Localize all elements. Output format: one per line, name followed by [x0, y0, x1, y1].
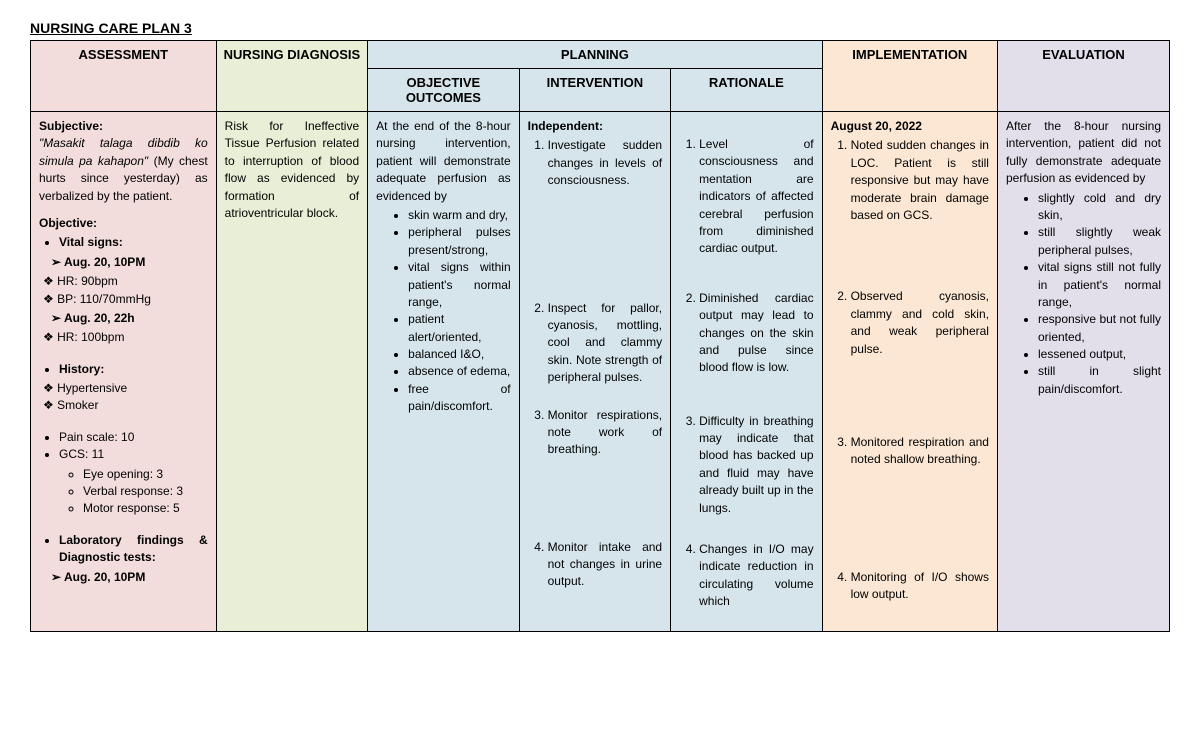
independent-label: Independent:: [528, 118, 662, 135]
cell-intervention: Independent: Investigate sudden changes …: [519, 112, 670, 632]
cell-evaluation: After the 8-hour nursing intervention, p…: [997, 112, 1169, 632]
outcome-item: free of pain/discomfort.: [408, 381, 510, 416]
outcomes-intro: At the end of the 8-hour nursing interve…: [376, 119, 510, 203]
evaluation-item: responsive but not fully oriented,: [1038, 311, 1161, 346]
cell-assessment: Subjective: "Masakit talaga dibdib ko si…: [31, 112, 217, 632]
cell-rationale: Level of consciousness and mentation are…: [671, 112, 822, 632]
cell-outcomes: At the end of the 8-hour nursing interve…: [368, 112, 519, 632]
vitals-time-1: Aug. 20, 10PM: [51, 254, 208, 271]
pain-scale: Pain scale: 10: [59, 429, 208, 446]
labs-label: Laboratory findings & Diagnostic tests:: [59, 532, 208, 567]
intervention-item: Inspect for pallor, cyanosis, mottling, …: [548, 300, 662, 387]
rationale-item: Changes in I/O may indicate reduction in…: [699, 541, 813, 611]
body-row: Subjective: "Masakit talaga dibdib ko si…: [31, 112, 1170, 632]
diagnosis-text: Risk for Ineffective Tissue Perfusion re…: [225, 119, 359, 220]
outcome-item: vital signs within patient's normal rang…: [408, 259, 510, 311]
implementation-item: Noted sudden changes in LOC. Patient is …: [851, 137, 989, 224]
subjective-label: Subjective:: [39, 118, 208, 135]
col-header-outcomes: OBJECTIVE OUTCOMES: [368, 69, 519, 112]
objective-label: Objective:: [39, 215, 208, 232]
implementation-item: Observed cyanosis, clammy and cold skin,…: [851, 288, 989, 358]
cell-diagnosis: Risk for Ineffective Tissue Perfusion re…: [216, 112, 367, 632]
labs-time: Aug. 20, 10PM: [51, 569, 208, 586]
vital-item: BP: 110/70mmHg: [43, 291, 208, 308]
history-item: Smoker: [43, 397, 208, 414]
col-header-rationale: RATIONALE: [671, 69, 822, 112]
evaluation-item: vital signs still not fully in patient's…: [1038, 259, 1161, 311]
col-header-evaluation: EVALUATION: [997, 41, 1169, 112]
vital-item: HR: 100bpm: [43, 329, 208, 346]
evaluation-intro: After the 8-hour nursing intervention, p…: [1006, 119, 1161, 185]
col-header-planning: PLANNING: [368, 41, 822, 69]
outcome-item: peripheral pulses present/strong,: [408, 224, 510, 259]
implementation-item: Monitored respiration and noted shallow …: [851, 434, 989, 469]
gcs-label: GCS: 11: [59, 446, 208, 463]
cell-implementation: August 20, 2022 Noted sudden changes in …: [822, 112, 997, 632]
col-header-intervention: INTERVENTION: [519, 69, 670, 112]
gcs-item: Motor response: 5: [83, 500, 208, 517]
page-title: NURSING CARE PLAN 3: [30, 20, 1170, 36]
history-label: History:: [59, 361, 208, 378]
evaluation-item: lessened output,: [1038, 346, 1161, 363]
col-header-assessment: ASSESSMENT: [31, 41, 217, 112]
intervention-item: Monitor intake and not changes in urine …: [548, 539, 662, 591]
vitals-label: Vital signs:: [59, 234, 208, 251]
rationale-item: Diminished cardiac output may lead to ch…: [699, 290, 813, 377]
intervention-item: Investigate sudden changes in levels of …: [548, 137, 662, 189]
implementation-item: Monitoring of I/O shows low output.: [851, 569, 989, 604]
implementation-date: August 20, 2022: [831, 118, 989, 135]
col-header-implementation: IMPLEMENTATION: [822, 41, 997, 112]
rationale-item: Difficulty in breathing may indicate tha…: [699, 413, 813, 517]
outcome-item: balanced I&O,: [408, 346, 510, 363]
evaluation-item: still slightly weak peripheral pulses,: [1038, 224, 1161, 259]
intervention-item: Monitor respirations, note work of breat…: [548, 407, 662, 459]
vital-item: HR: 90bpm: [43, 273, 208, 290]
outcome-item: absence of edema,: [408, 363, 510, 380]
gcs-item: Eye opening: 3: [83, 466, 208, 483]
history-item: Hypertensive: [43, 380, 208, 397]
care-plan-table: ASSESSMENT NURSING DIAGNOSIS PLANNING IM…: [30, 40, 1170, 632]
outcome-item: patient alert/oriented,: [408, 311, 510, 346]
gcs-item: Verbal response: 3: [83, 483, 208, 500]
rationale-item: Level of consciousness and mentation are…: [699, 136, 813, 258]
evaluation-item: still in slight pain/discomfort.: [1038, 363, 1161, 398]
header-row-1: ASSESSMENT NURSING DIAGNOSIS PLANNING IM…: [31, 41, 1170, 69]
col-header-diagnosis: NURSING DIAGNOSIS: [216, 41, 367, 112]
evaluation-item: slightly cold and dry skin,: [1038, 190, 1161, 225]
outcome-item: skin warm and dry,: [408, 207, 510, 224]
vitals-time-2: Aug. 20, 22h: [51, 310, 208, 327]
